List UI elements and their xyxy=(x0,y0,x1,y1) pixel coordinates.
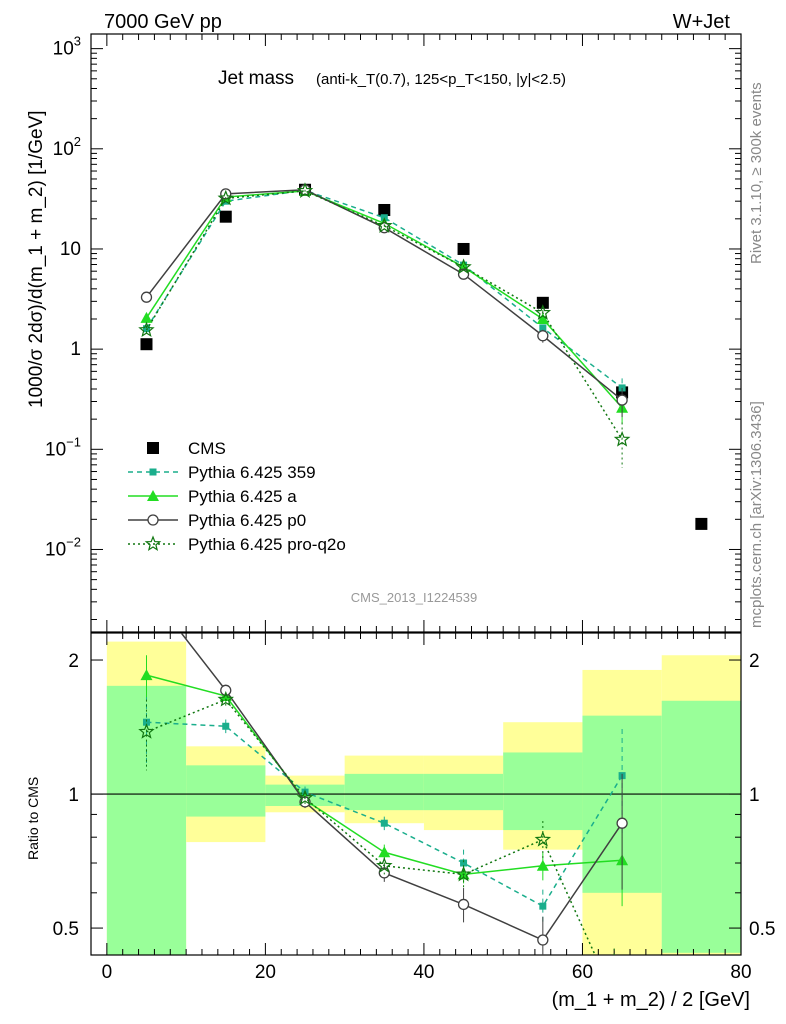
ratio-ylabel: Ratio to CMS xyxy=(25,777,41,860)
main-point-4-6 xyxy=(613,430,631,447)
main-point-4-4 xyxy=(455,258,472,275)
rivet-label: Rivet 3.1.10, ≥ 300k events xyxy=(748,82,765,264)
legend-marker-2 xyxy=(147,490,159,501)
main-ytick-label-2: 10 xyxy=(60,239,81,260)
x-tick-label-4: 80 xyxy=(730,962,751,983)
ratio-point-0-4 xyxy=(460,859,468,867)
ratio-ytick-label-2: 2 xyxy=(68,651,79,672)
legend-marker-3 xyxy=(147,514,159,526)
main-point-3-0 xyxy=(140,291,153,303)
main-point-2-5 xyxy=(536,312,549,324)
main-series-4 xyxy=(138,182,631,469)
main-point-0-1 xyxy=(219,210,232,223)
main-point-2-0 xyxy=(140,311,153,323)
ratio-point-2-0 xyxy=(118,597,128,607)
band-green-4 xyxy=(423,773,504,811)
ratio-point-3-2 xyxy=(296,789,314,805)
main-point-0-4 xyxy=(457,242,470,255)
ratio-point-1-0 xyxy=(140,669,153,681)
ratio-point-3-4 xyxy=(455,865,472,882)
ratio-point-3-1 xyxy=(217,690,235,707)
main-point-4-1 xyxy=(217,189,234,206)
band-green-5 xyxy=(503,752,583,831)
ratio-ytick-label-right-0: 0.5 xyxy=(749,919,775,940)
main-point-4-2 xyxy=(296,182,314,198)
ratio-point-2-7 xyxy=(616,817,628,829)
x-tick-label-2: 40 xyxy=(413,962,434,983)
ratio-point-1-5 xyxy=(536,859,549,871)
legend: CMS Pythia 6.425 359 Pythia 6.425 a Pythia … xyxy=(128,439,346,554)
ratio-ytick-label-1: 1 xyxy=(68,785,79,806)
ratio-ytick-label-right-1: 1 xyxy=(749,785,760,806)
legend-marker-4 xyxy=(144,535,162,552)
main-series xyxy=(138,182,708,530)
main-ylabel: 1000/σ 2dσ)/d(m_1 + m_2) [1/GeV] xyxy=(26,110,47,408)
ratio-point-2-6 xyxy=(537,934,549,946)
legend-marker-1 xyxy=(149,468,157,476)
main-ytick-label-5: 10−2 xyxy=(45,534,81,560)
chart-subtitle: (anti-k_T(0.7), 125<p_T<150, |y|<2.5) xyxy=(316,71,566,88)
energy-label: 7000 GeV pp xyxy=(104,11,222,33)
chart-title: Jet mass xyxy=(218,68,294,89)
legend-label-1: Pythia 6.425 359 xyxy=(188,463,316,482)
main-point-4-0 xyxy=(138,321,155,338)
mcplots-label: mcplots.cern.ch [arXiv:1306.3436] xyxy=(748,401,765,628)
band-green-3 xyxy=(344,773,424,811)
x-tick-label-1: 20 xyxy=(255,962,276,983)
ratio-series-3 xyxy=(138,690,615,955)
analysis-id: CMS_2013_I1224539 xyxy=(351,590,478,605)
ratio-point-0-3 xyxy=(380,819,388,827)
ratio-point-0-0 xyxy=(142,718,150,726)
ratio-ytick-label-right-2: 2 xyxy=(749,651,760,672)
ratio-point-3-5 xyxy=(534,830,552,847)
main-ytick-label-0: 103 xyxy=(53,34,81,60)
main-point-4-5 xyxy=(534,304,552,320)
ratio-uncertainty-bands xyxy=(106,641,741,955)
x-axis-label: (m_1 + m_2) / 2 [GeV] xyxy=(552,989,750,1011)
main-frame xyxy=(90,33,742,633)
ratio-line-2 xyxy=(180,633,623,941)
legend-label-3: Pythia 6.425 p0 xyxy=(188,511,306,530)
ratio-ytick-label-0: 0.5 xyxy=(53,919,79,940)
process-label: W+Jet xyxy=(673,11,731,33)
main-point-1-5 xyxy=(539,324,547,332)
ratio-point-1-3 xyxy=(378,846,391,858)
legend-label-4: Pythia 6.425 pro-q2o xyxy=(188,535,346,554)
ratio-point-3-0 xyxy=(138,723,155,739)
band-green-1 xyxy=(186,765,266,817)
ratio-point-2-1 xyxy=(141,583,151,593)
main-ytick-label-4: 10−1 xyxy=(45,434,81,460)
main-point-0-7 xyxy=(695,517,708,530)
main-ytick-label-3: 1 xyxy=(70,339,81,360)
band-green-7 xyxy=(661,700,741,953)
main-point-4-3 xyxy=(375,217,393,233)
ratio-point-0-1 xyxy=(222,722,230,730)
x-tick-label-3: 60 xyxy=(572,962,593,983)
ratio-series xyxy=(118,583,629,955)
main-point-0-3 xyxy=(378,203,391,216)
main-point-0-5 xyxy=(536,296,549,309)
ratio-point-2-5 xyxy=(457,898,470,911)
main-point-3-6 xyxy=(616,394,628,406)
legend-marker-0 xyxy=(147,442,159,454)
main-ytick-label-1: 102 xyxy=(53,134,81,160)
main-point-0-0 xyxy=(140,338,153,351)
main-line-4 xyxy=(145,190,623,440)
ratio-point-3-3 xyxy=(375,857,393,873)
x-tick-label-0: 0 xyxy=(102,962,113,983)
legend-label-2: Pythia 6.425 a xyxy=(188,487,297,506)
ratio-axes: 0.5 0.51 12 20 20 40 60 80 xyxy=(53,632,775,983)
ratio-point-0-5 xyxy=(539,902,547,910)
legend-label-0: CMS xyxy=(188,439,226,458)
main-point-3-5 xyxy=(537,330,549,342)
